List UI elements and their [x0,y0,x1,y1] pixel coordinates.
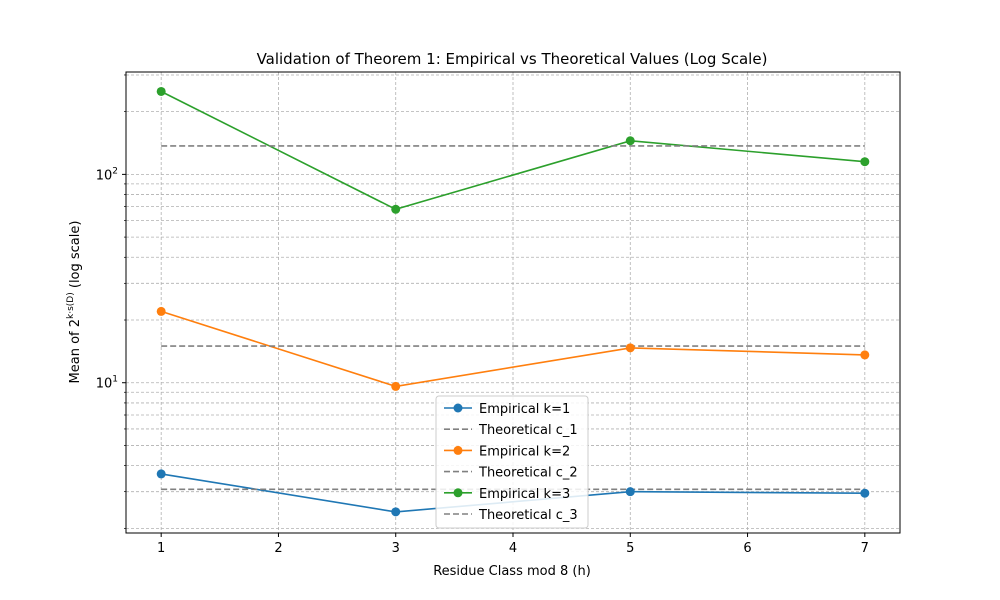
data-point-2-2 [625,343,635,353]
x-axis-label: Residue Class mod 8 (h) [433,564,591,579]
y-tick-label-base: 10 [96,168,113,183]
data-point-0-3 [860,488,870,498]
data-point-4-2 [625,136,635,146]
y-axis-label: Mean of 2k·s(D) (log scale) [66,221,83,384]
legend-label-2: Empirical k=2 [479,444,570,459]
legend-label-3: Theoretical c_2 [478,466,578,481]
data-point-2-1 [391,381,401,391]
data-point-0-1 [391,507,401,517]
legend-marker-2 [453,445,463,455]
series-points [156,86,870,517]
x-tick-label: 7 [861,541,869,556]
y-tick-label-exponent: 1 [112,375,118,385]
x-tick-label: 3 [392,541,400,556]
y-axis-label-prefix: Mean of 2 [68,319,83,384]
y-axis-label-suffix: (log scale) [68,221,83,293]
legend-label-4: Empirical k=3 [479,487,570,502]
empirical-line-4 [160,90,865,211]
data-point-0-0 [156,469,166,479]
legend-marker-4 [453,488,463,498]
x-tick-label: 1 [157,541,165,556]
x-tick-label: 5 [626,541,634,556]
legend: Empirical k=1 Theoretical c_1 Empirical k=… [435,395,589,529]
legend-box [435,395,589,529]
legend-marker-0 [453,403,463,413]
data-point-4-3 [860,157,870,167]
data-point-2-0 [156,306,166,316]
y-tick-label: 102 [96,166,118,183]
data-point-2-3 [860,350,870,360]
x-tick-label: 4 [509,541,517,556]
y-tick-label-base: 10 [96,377,113,392]
y-tick-label: 101 [96,375,118,392]
legend-label-5: Theoretical c_3 [478,508,578,523]
empirical-line-2 [160,310,865,388]
y-tick-label-exponent: 2 [112,166,118,176]
data-point-4-1 [391,204,401,214]
legend-label-0: Empirical k=1 [479,402,570,417]
y-axis-label-superscript: k·s(D) [66,292,76,319]
data-point-0-2 [625,487,635,497]
x-tick-label: 6 [743,541,751,556]
x-axis: 1 2 3 4 5 6 7 [157,533,869,556]
chart-title: Validation of Theorem 1: Empirical vs Th… [257,50,768,68]
legend-label-1: Theoretical c_1 [478,423,578,438]
x-tick-label: 2 [274,541,282,556]
data-point-4-0 [156,86,166,96]
